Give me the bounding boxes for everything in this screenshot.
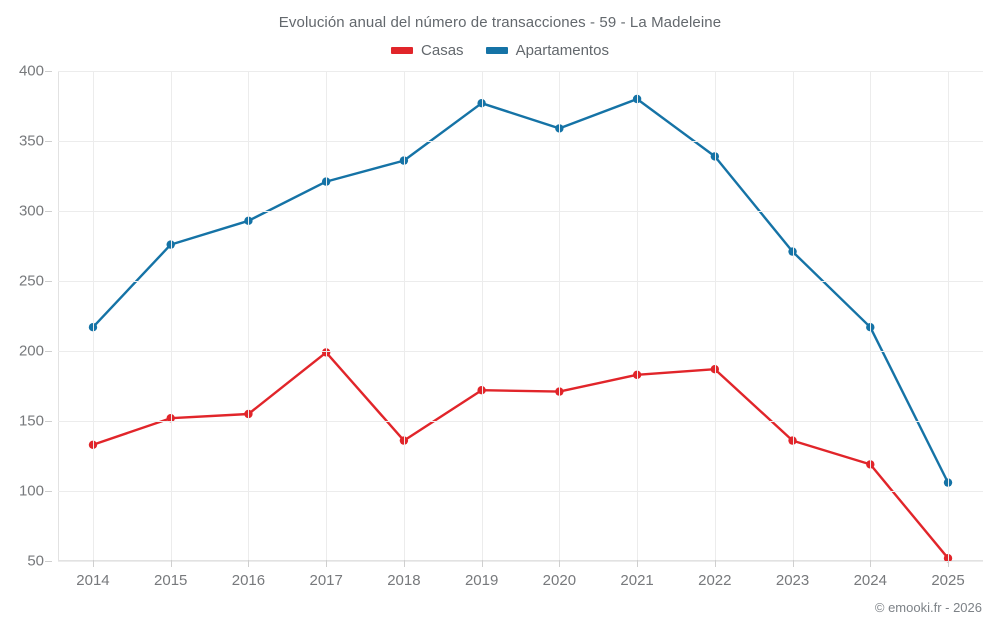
plot-area (58, 71, 983, 563)
legend-item-casas[interactable]: Casas (391, 43, 464, 58)
x-gridline (792, 71, 794, 561)
x-tick-label: 2024 (853, 572, 887, 589)
x-tick-mark (326, 560, 328, 567)
x-tick-label: 2022 (698, 572, 732, 589)
legend-item-apartamentos[interactable]: Apartamentos (485, 42, 609, 59)
x-gridline (948, 71, 950, 561)
y-axis-labels: 50 100 150 200 250 300 350 400 (0, 63, 52, 570)
y-tick-label: 200 (18, 342, 44, 360)
x-tick-label: 2014 (76, 572, 110, 589)
legend-label-casas: Casas (421, 42, 464, 59)
x-gridline (481, 71, 483, 561)
y-gridline (58, 491, 983, 492)
y-axis-line (58, 71, 59, 561)
y-gridline (58, 351, 983, 352)
y-tick-label: 150 (18, 412, 44, 430)
series-line-apartamentos (91, 97, 950, 484)
x-tick-label: 2016 (231, 572, 266, 589)
chart-legend: Casas Apartamentos (0, 43, 1000, 58)
x-tick-label: 2015 (154, 572, 188, 589)
y-gridline (58, 141, 983, 142)
y-gridline (58, 211, 983, 212)
y-tick-label: 300 (18, 202, 44, 220)
data-point[interactable] (321, 348, 331, 357)
x-tick-label: 2017 (309, 572, 343, 589)
y-gridline (58, 421, 983, 422)
x-gridline (870, 71, 872, 561)
legend-label-apartamentos: Apartamentos (515, 42, 609, 59)
y-tick-mark (45, 211, 52, 212)
y-tick-mark (45, 71, 52, 72)
x-tick-label: 2020 (542, 572, 577, 589)
chart-title: Evolución anual del número de transaccio… (278, 14, 722, 31)
y-tick-mark (45, 281, 52, 282)
y-tick-mark (45, 491, 52, 492)
x-tick-label: 2025 (931, 572, 965, 589)
x-tick-label: 2019 (464, 572, 499, 589)
footer-credit: © emooki.fr - 2026 (874, 600, 982, 615)
x-gridline (559, 71, 561, 561)
x-tick-mark (92, 560, 94, 567)
y-tick-label: 50 (27, 552, 44, 570)
legend-swatch-casas (391, 47, 414, 54)
y-tick-mark (45, 421, 52, 422)
y-tick-mark (45, 141, 52, 142)
series-line-casas (91, 351, 950, 560)
y-tick-mark (45, 561, 52, 562)
x-gridline (403, 71, 405, 561)
x-tick-label: 2021 (620, 572, 654, 589)
y-tick-mark (45, 351, 52, 352)
x-gridline (637, 71, 639, 561)
series-layer (88, 94, 953, 563)
x-tick-mark (870, 560, 872, 567)
x-tick-mark (248, 560, 250, 567)
legend-swatch-apartamentos (485, 47, 508, 54)
y-tick-label: 400 (18, 62, 44, 80)
x-tick-mark (948, 560, 950, 567)
x-tick-mark (481, 560, 483, 567)
x-tick-mark (714, 560, 716, 567)
x-axis-labels: 2014 2015 2016 2017 2018 2019 2020 2021 2022 2023… (58, 560, 983, 592)
x-tick-label: 2018 (387, 572, 421, 589)
x-tick-mark (403, 560, 405, 567)
x-tick-mark (792, 560, 794, 567)
x-gridline (248, 71, 250, 561)
x-gridline (326, 71, 328, 561)
x-tick-mark (170, 560, 172, 567)
x-tick-mark (637, 560, 639, 567)
x-axis-line (58, 560, 983, 561)
data-point[interactable] (321, 177, 331, 186)
y-gridline (58, 71, 983, 72)
x-tick-label: 2023 (775, 572, 810, 589)
y-tick-label: 350 (18, 132, 44, 150)
x-gridline (92, 71, 94, 561)
y-gridline (58, 281, 983, 282)
y-tick-label: 100 (18, 482, 44, 500)
x-tick-mark (559, 560, 561, 567)
y-gridline (58, 561, 983, 562)
y-tick-label: 250 (18, 272, 44, 290)
x-gridline (170, 71, 172, 561)
x-gridline (714, 71, 716, 561)
